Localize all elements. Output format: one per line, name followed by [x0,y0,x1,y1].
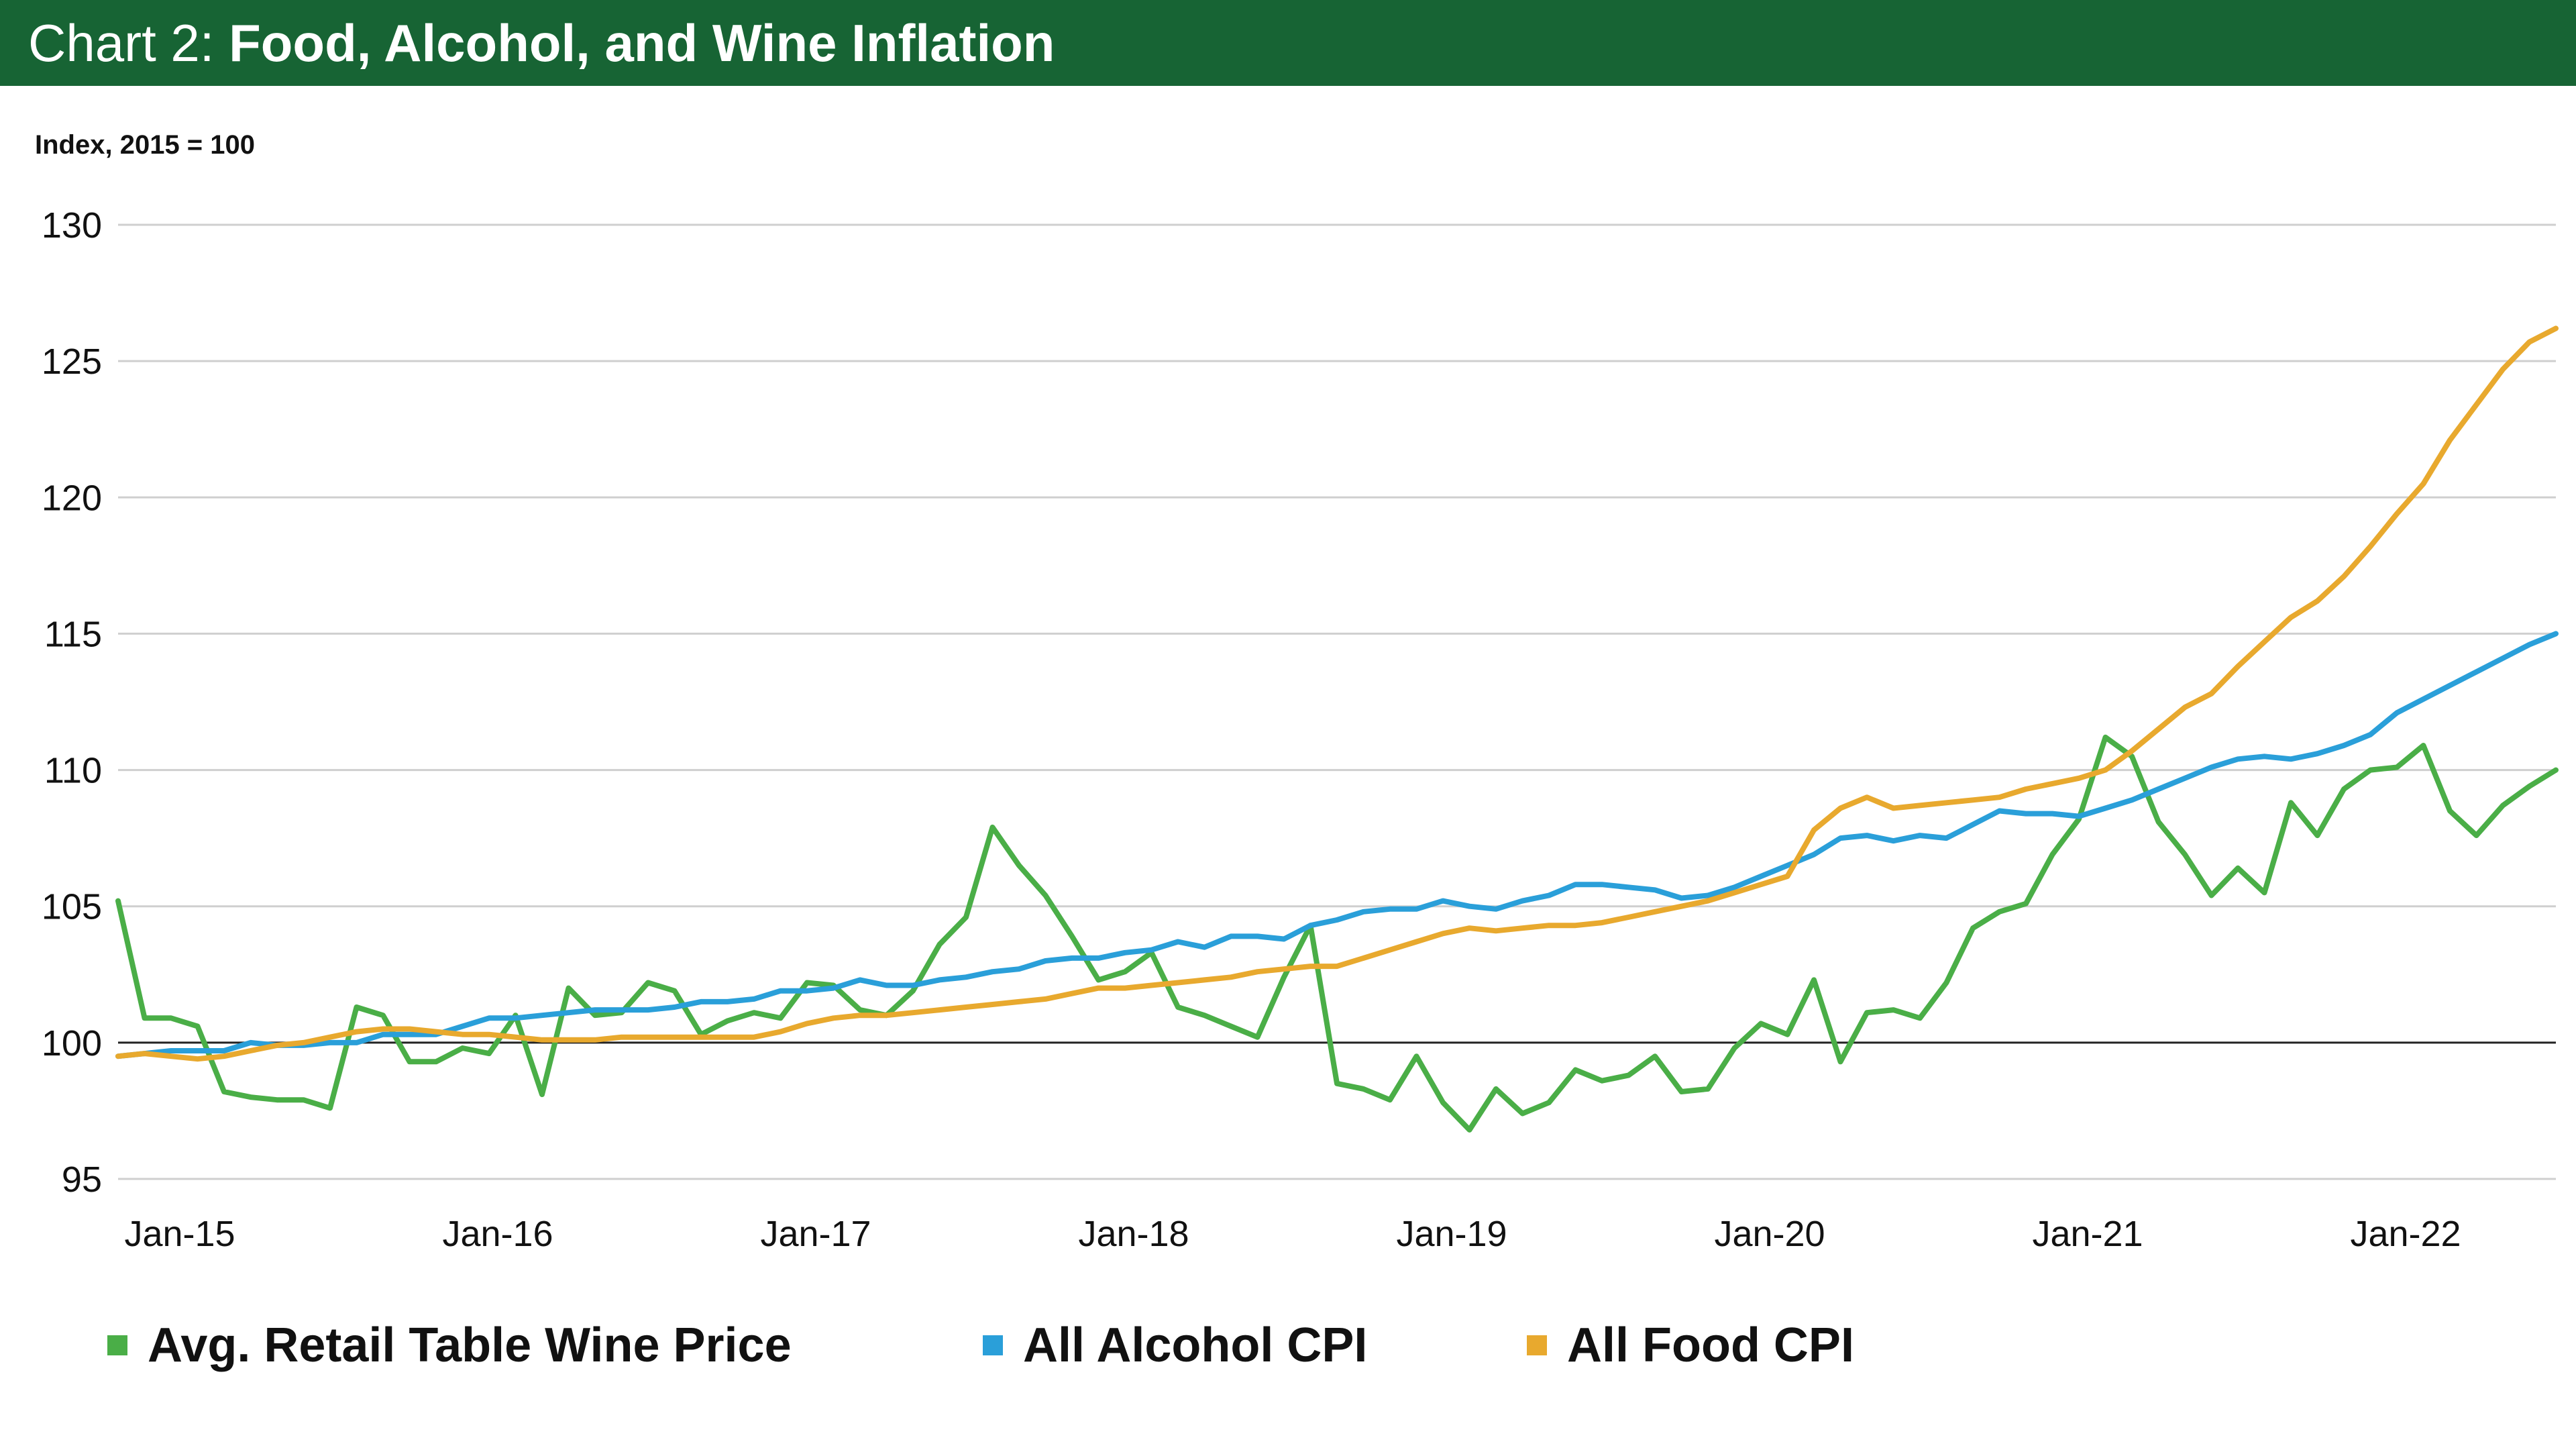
legend-label: Avg. Retail Table Wine Price [148,1318,792,1372]
y-tick-label: 110 [44,751,102,791]
y-axis-unit-label: Index, 2015 = 100 [35,130,256,160]
legend-swatch [107,1335,127,1355]
series-line-1 [115,631,2559,1059]
y-tick-label: 95 [62,1159,102,1200]
y-tick-label: 100 [42,1023,102,1064]
legend-swatch [983,1335,1003,1355]
x-tick-label: Jan-16 [442,1214,553,1254]
legend-item: All Alcohol CPI [983,1308,1367,1382]
y-tick-label: 115 [44,614,102,654]
legend-item: All Food CPI [1527,1308,1854,1382]
y-tick-label: 125 [42,342,102,382]
series-line-0 [115,734,2559,1133]
x-tick-label: Jan-15 [124,1214,235,1254]
x-tick-label: Jan-19 [1396,1214,1507,1254]
y-tick-label: 120 [42,478,102,518]
chart-legend: Avg. Retail Table Wine Price All Alcohol … [0,1308,2576,1382]
x-tick-label: Jan-20 [1714,1214,1825,1254]
chart-title-text: Food, Alcohol, and Wine Inflation [229,13,1055,72]
x-tick-label: Jan-21 [2032,1214,2143,1254]
chart-title: Chart 2: Food, Alcohol, and Wine Inflati… [28,11,1055,75]
y-tick-label: 105 [42,887,102,927]
x-tick-label: Jan-18 [1078,1214,1189,1254]
chart-title-prefix: Chart 2: [28,13,229,72]
x-tick-label: Jan-17 [760,1214,871,1254]
x-tick-label: Jan-22 [2350,1214,2461,1254]
y-tick-label: 130 [42,205,102,246]
legend-label: All Food CPI [1567,1318,1854,1372]
series-line-2 [115,325,2559,1062]
line-chart: 130 125 120 115 110 105 100 95 Jan-15 Jan-16 Jan-1… [42,205,2559,1254]
legend-swatch [1527,1335,1547,1355]
legend-item: Avg. Retail Table Wine Price [107,1308,792,1382]
legend-label: All Alcohol CPI [1023,1318,1368,1372]
chart-header: Chart 2: Food, Alcohol, and Wine Inflati… [0,0,2576,86]
